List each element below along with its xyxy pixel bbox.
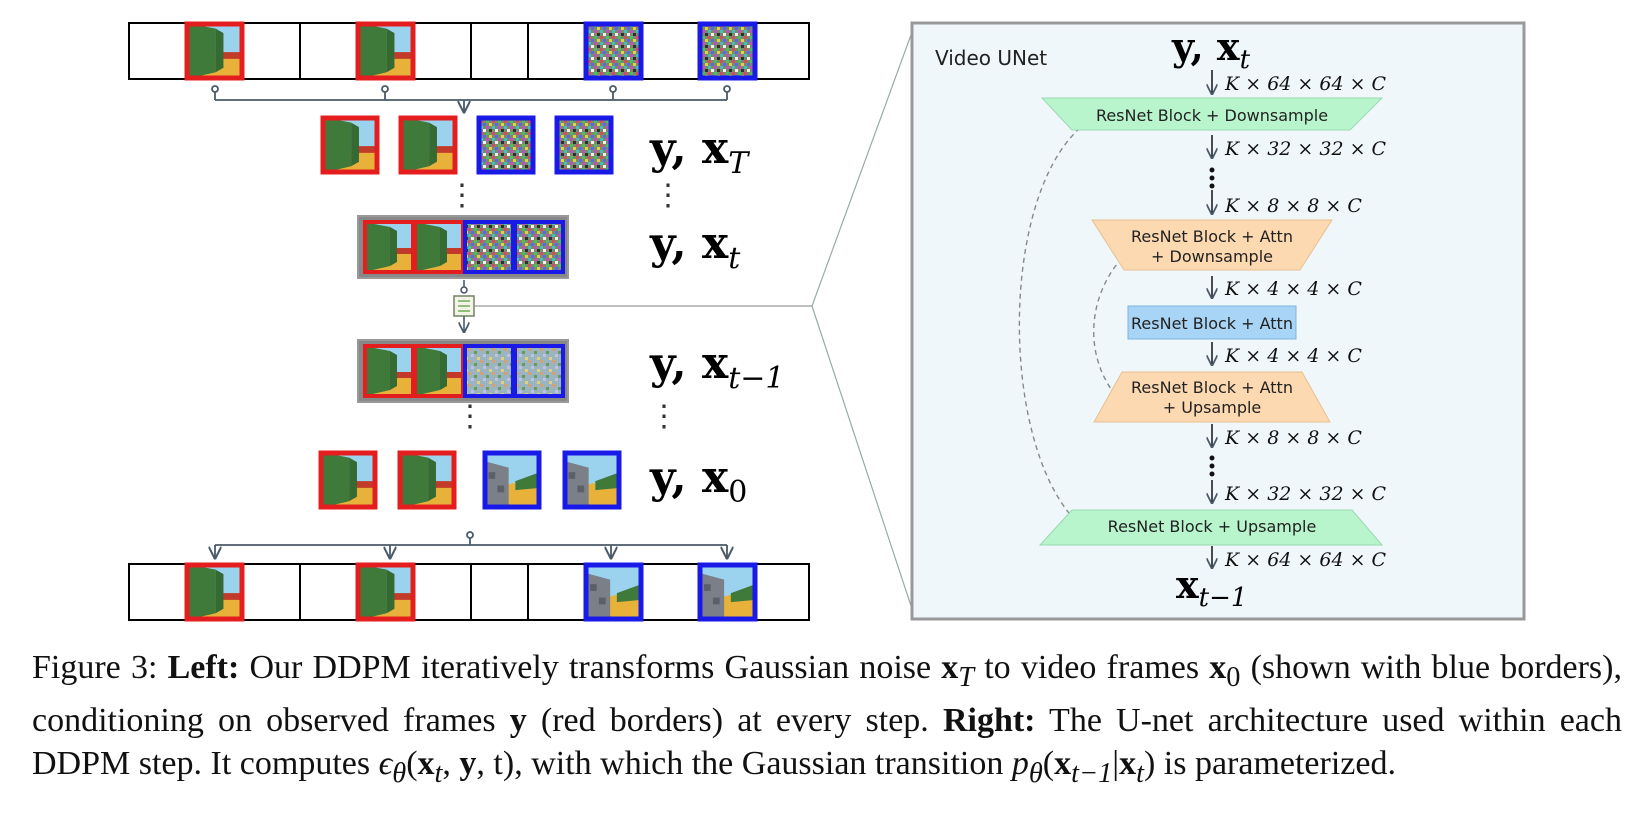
skip-connections [1018, 127, 1123, 520]
unet-input-label: y, xt [1171, 24, 1251, 75]
dim-4: K × 4 × 4 × C [1224, 278, 1362, 300]
top-strip-frame-noise-1 [583, 21, 644, 81]
top-strip-frame-observed-1 [184, 21, 245, 81]
caption-math-sub: θ [1028, 757, 1043, 789]
block-resnet-attn [1127, 305, 1297, 340]
caption-text: ( [406, 744, 418, 782]
label-x0: y, x0 [649, 452, 747, 510]
gather-connector [211, 85, 731, 112]
unet-step-icon [453, 280, 812, 332]
bottom-strip-frame-generated-2 [697, 562, 758, 622]
block-resnet-downsample [1040, 97, 1384, 131]
block-attn-up-line1: ResNet Block + Attn [1131, 378, 1293, 397]
bottom-strip-frame-observed-2 [355, 562, 416, 622]
caption-math-sub: t−1 [1071, 757, 1113, 789]
block-resnet-downsample-label: ResNet Block + Downsample [1096, 106, 1328, 125]
caption-math: ϵ [378, 744, 393, 782]
dots-label-1: ⋮ [653, 178, 683, 213]
dots-left-1: ⋮ [447, 178, 477, 213]
block-attn-down-line2: + Downsample [1151, 247, 1273, 266]
block-resnet-upsample [1038, 509, 1384, 546]
caption-math-sub: T [958, 661, 975, 693]
caption-math: y [509, 701, 527, 739]
block-resnet-upsample-label: ResNet Block + Upsample [1108, 517, 1317, 536]
caption-text: ) is parameterized. [1143, 744, 1396, 782]
zoom-lines [811, 23, 916, 619]
bottom-strip-frame-generated-1 [583, 562, 644, 622]
caption-math-sub: t [434, 757, 443, 789]
caption-text: Our DDPM iteratively transforms Gaussian… [239, 649, 942, 686]
row-xT [320, 115, 614, 175]
dots-left-2: ⋮ [455, 399, 485, 434]
label-xtm1: y, xt−1 [649, 338, 785, 396]
row-xtm1 [357, 339, 569, 403]
video-unet-panel: Video UNet y, xt K × 64 × 64 × C K × 32 … [910, 21, 1526, 621]
caption-figure-number: Figure 3: [32, 649, 168, 686]
unet-output-label: xt−1 [1176, 562, 1247, 613]
caption-math: x [417, 744, 435, 782]
caption-text: | [1112, 744, 1120, 782]
caption-math: x [941, 649, 959, 686]
dim-3: K × 8 × 8 × C [1224, 195, 1362, 217]
dim-6: K × 8 × 8 × C [1224, 427, 1362, 449]
dim-2: K × 32 × 32 × C [1224, 138, 1387, 160]
caption-math: p [1011, 744, 1029, 782]
dim-7: K × 32 × 32 × C [1224, 483, 1387, 505]
caption-math: x [1209, 649, 1227, 686]
row-x0 [318, 450, 622, 510]
dim-8: K × 64 × 64 × C [1224, 549, 1387, 571]
caption-left-heading: Left: [167, 649, 240, 686]
block-attn-up-line2: + Upsample [1163, 398, 1262, 417]
dots-label-2: ⋮ [649, 399, 679, 434]
caption-text: , t), with which the Gaussian transition [476, 744, 1012, 782]
label-xt: y, xt [649, 218, 741, 276]
dim-5: K × 4 × 4 × C [1224, 345, 1362, 367]
scatter-connector [215, 531, 727, 558]
bottom-strip-frame-observed-1 [184, 562, 245, 622]
bottom-frame-strip [128, 562, 810, 622]
top-strip-frame-noise-2 [697, 21, 758, 81]
figure-caption: Figure 3: Left: Our DDPM iteratively tra… [32, 646, 1622, 795]
caption-text: The U-net architecture used within each … [32, 701, 1622, 782]
block-resnet-attn-label: ResNet Block + Attn [1131, 314, 1293, 333]
block-attn-down-line1: ResNet Block + Attn [1131, 227, 1293, 246]
label-xT: y, xT [649, 123, 750, 181]
caption-math: x [1054, 744, 1072, 782]
caption-right-heading: Right: [942, 701, 1036, 739]
caption-math-sub: 0 [1226, 661, 1241, 693]
top-strip-frame-observed-2 [355, 21, 416, 81]
block-resnet-attn-downsample [1091, 219, 1333, 271]
caption-math: x [1119, 744, 1137, 782]
top-frame-strip [128, 21, 810, 81]
caption-text: (red borders) at every step. [526, 701, 943, 739]
block-resnet-attn-upsample [1093, 371, 1331, 423]
row-xt [357, 215, 569, 279]
caption-text: to video frames [974, 649, 1210, 686]
vertical-ellipsis [1209, 167, 1215, 477]
caption-math-sub: θ [392, 757, 407, 789]
caption-text: , [442, 744, 460, 782]
dim-1: K × 64 × 64 × C [1224, 73, 1387, 95]
caption-math-sub: t [1136, 757, 1144, 789]
caption-text: (shown with blue borders), conditioning … [32, 649, 1622, 739]
figure-diagram: y, xT ⋮ ⋮ y, xt y, xt−1 ⋮ [128, 21, 1526, 622]
panel-title: Video UNet [935, 46, 1047, 70]
caption-text: ( [1042, 744, 1055, 782]
caption-math: y [459, 744, 477, 782]
